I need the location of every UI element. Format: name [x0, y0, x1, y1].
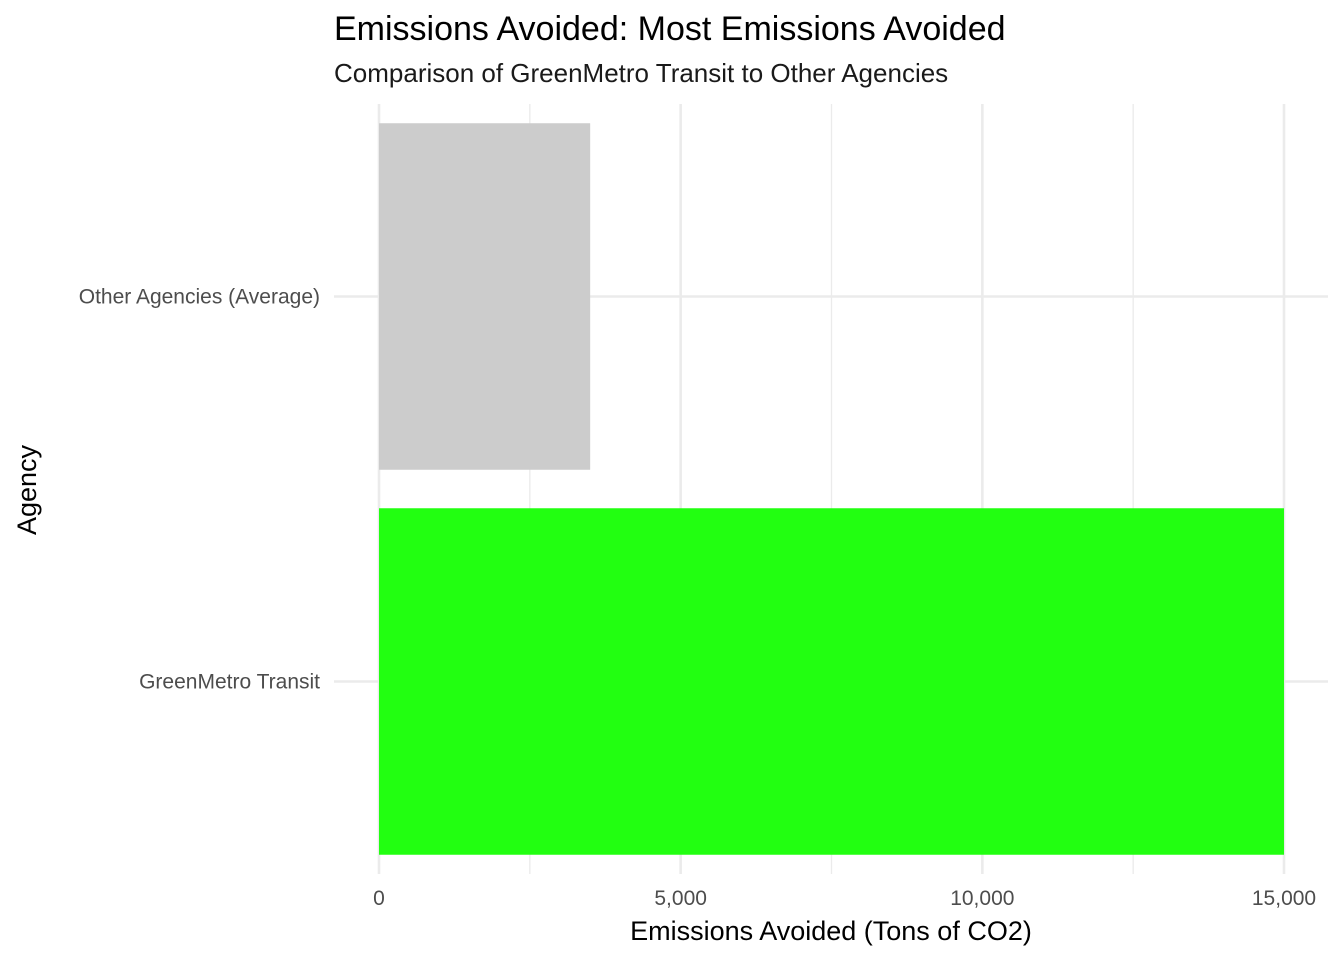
x-axis-ticks: 0 5,000 10,000 15,000 [373, 887, 1316, 910]
y-tick-label: GreenMetro Transit [139, 671, 320, 694]
x-axis-title: Emissions Avoided (Tons of CO2) [630, 916, 1032, 946]
x-tick-label: 5,000 [654, 887, 707, 910]
y-axis-ticks: GreenMetro Transit Other Agencies (Averag… [79, 286, 320, 694]
chart-subtitle: Comparison of GreenMetro Transit to Othe… [334, 58, 948, 88]
bar-greenmetro-transit [379, 508, 1284, 855]
x-tick-label: 15,000 [1252, 887, 1316, 910]
x-tick-label: 0 [373, 887, 385, 910]
x-tick-label: 10,000 [950, 887, 1014, 910]
chart-title: Emissions Avoided: Most Emissions Avoide… [334, 10, 1006, 48]
y-axis-title: Agency [12, 444, 42, 535]
y-tick-label: Other Agencies (Average) [79, 286, 320, 309]
bars [379, 123, 1284, 855]
bar-other-agencies-average [379, 123, 591, 470]
